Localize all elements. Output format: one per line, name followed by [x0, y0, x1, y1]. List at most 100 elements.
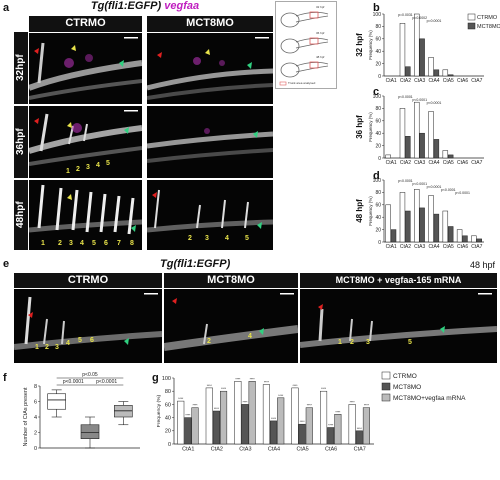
sig-label: ****	[207, 384, 213, 388]
y-tick-label: 80	[375, 106, 381, 112]
e-col-header-rescue: MCT8MO + vegfaa-165 mRNA	[300, 273, 497, 288]
y-axis-label: Frequency (%)	[368, 112, 373, 142]
legend-label: CTRMO	[477, 15, 498, 21]
e-micrograph-mct8-drawing	[164, 293, 298, 351]
cta-number: 2	[76, 166, 80, 173]
x-tick-label: CtA1	[386, 244, 397, 250]
sig-label: ****	[221, 387, 227, 391]
bar	[248, 381, 256, 445]
micrograph-ctrl-32hpf-drawing	[29, 37, 142, 100]
bar	[298, 423, 306, 445]
chart-b: 0 20 40 60 80 100 CtA1 CtA2 CtA3 CtA4 CtA5 CtA6 CtA7…	[355, 12, 484, 84]
bar	[305, 407, 313, 445]
x-tick-label: CtA7	[471, 244, 482, 250]
x-tick-label: CtA7	[354, 447, 366, 453]
cta-number: 2	[350, 339, 354, 346]
col-header-ctrmo: CTRMO	[29, 16, 142, 32]
y-tick-label: 0	[34, 446, 37, 452]
e-micrograph-ctrl	[14, 289, 162, 363]
panel-label-c: c	[373, 86, 380, 98]
row-label: 36 hpf	[355, 115, 364, 139]
y-tick-label: 100	[373, 12, 382, 18]
y-tick-label: 100	[373, 178, 382, 184]
x-tick-label: CtA3	[414, 244, 425, 250]
sig-label: ****	[335, 410, 341, 414]
bar	[456, 229, 463, 243]
x-tick-label: CtA5	[443, 78, 454, 84]
micrograph-mct8-32hpf-drawing	[147, 37, 273, 100]
micrograph-mct8-32hpf	[147, 33, 273, 104]
bar	[212, 410, 220, 445]
y-tick-label: 60	[165, 402, 171, 408]
sig-label: ****	[235, 377, 241, 381]
micrograph-ctrl-36hpf	[29, 106, 142, 178]
bar	[184, 417, 192, 445]
y-axis-label: Frequency (%)	[368, 30, 373, 60]
p-value-label: p<0.0001	[96, 379, 117, 385]
sig-label: ****	[278, 394, 284, 398]
y-tick-label: 100	[373, 94, 382, 100]
micrograph-mct8-48hpf-drawing	[147, 189, 273, 233]
bar	[433, 213, 440, 243]
bar	[428, 57, 434, 77]
bar	[442, 150, 449, 159]
box	[80, 424, 100, 439]
sig-label: ****	[364, 404, 370, 408]
y-tick-label: 0	[378, 240, 381, 246]
y-tick-label: 20	[375, 61, 381, 67]
sig-label: ****	[185, 414, 191, 418]
p-value-label: p<0.0001	[455, 191, 470, 195]
sig-label: ****	[307, 404, 313, 408]
x-tick-label: CtA3	[414, 160, 425, 166]
sig-label: ****	[293, 384, 299, 388]
y-tick-label: 6	[34, 400, 37, 406]
cta-number: 4	[225, 235, 229, 242]
e-micrograph-ctrl-drawing	[14, 293, 162, 350]
bar	[355, 430, 363, 445]
chart-g-svg: 0 20 40 60 80 100 **** **** **** CtA1 **** **** ****…	[156, 371, 466, 453]
p-value-label: p=0.0031	[398, 13, 413, 17]
cta-number: 6	[90, 337, 94, 344]
legend-label: CTRMO	[393, 373, 417, 380]
schematic-label: 32 hpf	[316, 5, 325, 9]
bar	[405, 210, 411, 243]
y-tick-label: 40	[165, 416, 171, 422]
y-tick-label: 40	[375, 49, 381, 55]
bar	[462, 235, 468, 243]
sig-label: ****	[271, 417, 277, 421]
x-tick-label: CtA3	[239, 447, 251, 453]
cta-number: 5	[408, 339, 412, 346]
y-tick-label: 0	[378, 156, 381, 162]
bar	[262, 384, 270, 445]
p-value-label: p<0.0001	[412, 98, 427, 102]
sig-label: ****	[214, 407, 220, 411]
x-tick-label: CtA3	[414, 78, 425, 84]
row-label: 48 hpf	[355, 199, 364, 223]
bar	[385, 204, 391, 243]
y-axis-label: Frequency (%)	[156, 394, 162, 427]
y-tick-label: 40	[375, 215, 381, 221]
y-tick-label: 40	[375, 131, 381, 137]
bar	[277, 397, 285, 445]
e-micrograph-rescue-drawing	[300, 293, 497, 348]
panel-label-a: a	[3, 2, 10, 14]
legend-bcd: CTRMO MCT8MO	[467, 13, 500, 30]
y-tick-label: 8	[34, 384, 37, 390]
x-tick-label: CtA5	[296, 447, 308, 453]
row-label-48hpf: 48hpf	[14, 180, 28, 250]
y-tick-label: 0	[168, 442, 171, 448]
x-tick-label: CtA4	[428, 78, 439, 84]
bar	[320, 390, 328, 445]
bar	[241, 404, 249, 445]
cta-number: 4	[80, 240, 84, 247]
cta-number: 5	[92, 240, 96, 247]
x-tick-label: CtA2	[400, 78, 411, 84]
bar	[399, 108, 406, 159]
x-tick-label: CtA4	[428, 160, 439, 166]
y-tick-label: 80	[165, 389, 171, 395]
micrograph-ctrl-32hpf	[29, 33, 142, 104]
cta-number: 4	[66, 340, 70, 347]
cta-number: 3	[86, 164, 90, 171]
bar	[327, 427, 335, 445]
bar	[385, 154, 391, 159]
